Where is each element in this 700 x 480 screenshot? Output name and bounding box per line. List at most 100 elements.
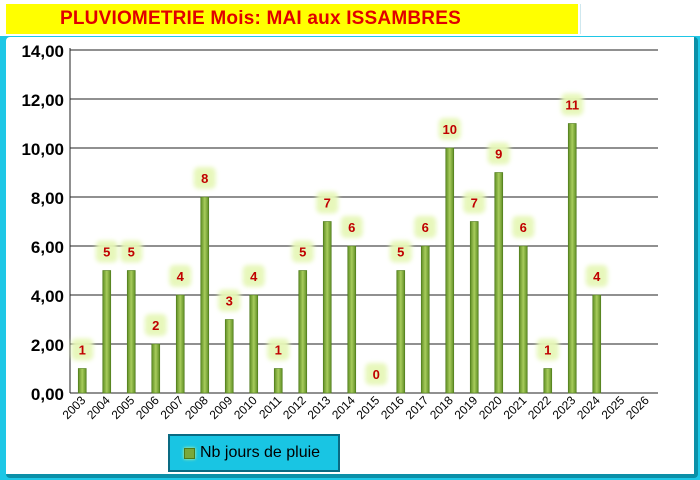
x-tick-label: 2011 (256, 393, 284, 421)
x-tick-label: 2014 (329, 393, 358, 422)
bar (224, 319, 234, 394)
x-tick-label: 2008 (182, 393, 211, 422)
data-label-glow (585, 265, 608, 287)
bar (543, 368, 553, 394)
x-tick-label: 2010 (231, 393, 260, 422)
x-tick-label: 2017 (403, 393, 432, 422)
bar (298, 270, 308, 394)
data-label: 5 (397, 245, 404, 260)
data-label: 7 (324, 196, 331, 211)
bar (469, 221, 479, 394)
data-label-glow (536, 338, 559, 361)
data-label-glow (561, 93, 584, 116)
data-label: 7 (471, 196, 478, 211)
legend-label: Nb jours de pluie (200, 444, 321, 461)
data-label: 6 (520, 220, 527, 235)
data-label: 0 (373, 367, 380, 382)
data-label: 11 (565, 98, 579, 113)
bar (249, 294, 259, 394)
data-label-glow (414, 216, 437, 238)
data-label-glow (340, 216, 363, 238)
data-label: 1 (544, 343, 551, 358)
data-label-glow (169, 265, 192, 287)
bar (567, 123, 577, 394)
x-tick-label: 2009 (207, 393, 236, 422)
x-tick-label: 2004 (84, 393, 113, 422)
x-tick-label: 2013 (305, 393, 334, 422)
data-label-glow (144, 314, 167, 336)
data-label-glow (95, 240, 118, 263)
legend-swatch (184, 447, 195, 459)
data-label: 5 (103, 245, 110, 260)
bar (518, 245, 528, 394)
empty-cell (580, 4, 693, 34)
y-tick-label: 0,00 (31, 385, 64, 404)
x-tick-label: 2019 (452, 393, 481, 422)
data-label-glow (71, 338, 94, 361)
bar (494, 172, 504, 394)
data-label-glow (487, 142, 510, 165)
data-label: 4 (177, 269, 185, 284)
data-label: 5 (128, 245, 135, 260)
bar (592, 294, 602, 394)
x-tick-label: 2018 (427, 393, 456, 422)
bar (273, 368, 283, 394)
bar (126, 270, 136, 394)
y-tick-label: 10,00 (21, 140, 64, 159)
x-tick-label: 2015 (354, 393, 383, 422)
x-tick-label: 2005 (109, 393, 138, 422)
data-label-glow (512, 216, 535, 238)
y-tick-label: 14,00 (21, 42, 64, 61)
data-label: 1 (79, 343, 86, 358)
data-label-glow (120, 240, 143, 263)
y-tick-label: 8,00 (31, 189, 64, 208)
data-label: 4 (593, 269, 601, 284)
bar (396, 270, 406, 394)
data-label: 6 (422, 220, 429, 235)
data-label: 1 (275, 343, 282, 358)
data-label-glow (365, 363, 388, 385)
x-tick-label: 2023 (550, 393, 579, 422)
chart-title: PLUVIOMETRIE Mois: MAI aux ISSAMBRES (60, 8, 461, 29)
y-tick-label: 2,00 (31, 336, 64, 355)
data-label: 6 (348, 220, 355, 235)
data-label: 3 (226, 294, 233, 309)
x-tick-label: 2021 (501, 393, 530, 422)
data-label-glow (463, 191, 486, 214)
x-tick-label: 2026 (623, 393, 652, 422)
data-label: 8 (201, 171, 208, 186)
x-tick-label: 2016 (378, 393, 407, 422)
x-tick-label: 2012 (280, 393, 309, 422)
bar (200, 196, 210, 394)
data-label-glow (438, 118, 461, 140)
data-label: 4 (250, 269, 258, 284)
legend: Nb jours de pluie (168, 434, 340, 472)
y-tick-label: 4,00 (31, 287, 64, 306)
x-tick-label: 2022 (525, 393, 554, 422)
bar (420, 245, 430, 394)
bar (175, 294, 185, 394)
data-label: 10 (443, 122, 457, 137)
x-tick-label: 2025 (599, 393, 628, 422)
data-label: 9 (495, 147, 502, 162)
bar (102, 270, 112, 394)
bar (77, 368, 87, 394)
y-tick-label: 6,00 (31, 238, 64, 257)
x-tick-label: 2020 (476, 393, 505, 422)
data-label-glow (267, 338, 290, 361)
data-label: 2 (152, 318, 159, 333)
data-label: 5 (299, 245, 306, 260)
x-tick-label: 2024 (574, 393, 603, 422)
y-tick-label: 12,00 (21, 91, 64, 110)
data-label-glow (218, 289, 241, 312)
x-tick-label: 2006 (133, 393, 162, 422)
bar (322, 221, 332, 394)
data-label-glow (389, 240, 412, 263)
bar (151, 343, 161, 394)
data-label-glow (193, 167, 216, 189)
bar (347, 245, 357, 394)
data-label-glow (316, 191, 339, 214)
data-label-glow (242, 265, 265, 287)
x-tick-label: 2007 (158, 393, 187, 422)
